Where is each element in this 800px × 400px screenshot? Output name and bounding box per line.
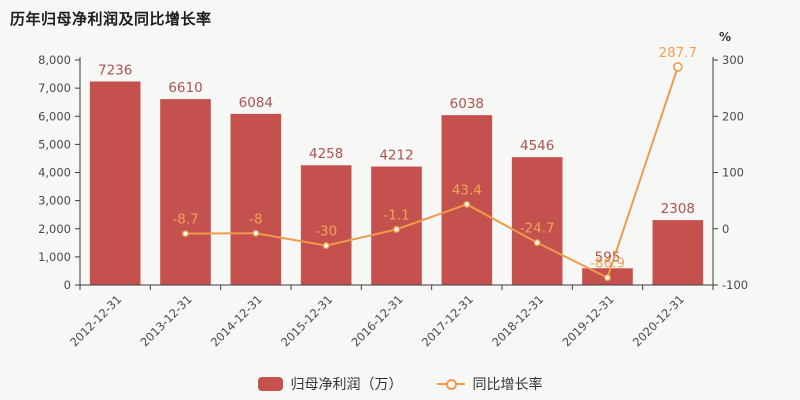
bar-2018-12-31[interactable]: [511, 157, 563, 285]
bar-2017-12-31[interactable]: [441, 115, 493, 286]
x-axis-category-label: 2018-12-31: [489, 292, 546, 349]
line-value-label: -30: [315, 224, 337, 240]
left-axis-tick-label: 5,000: [38, 137, 71, 151]
left-axis-tick-label: 8,000: [38, 53, 71, 67]
x-axis-category-label: 2014-12-31: [208, 292, 265, 349]
left-axis-tick-label: 2,000: [38, 222, 71, 236]
growth-line: [185, 66, 679, 280]
line-value-label: -24.7: [520, 221, 555, 237]
bar-value-label: 4258: [309, 146, 343, 162]
bar-2020-12-31[interactable]: [652, 220, 704, 285]
x-axis-category-label: 2016-12-31: [348, 292, 405, 349]
line-value-label: -8: [249, 211, 262, 227]
chart-title: 历年归母净利润及同比增长率: [10, 10, 212, 28]
bar-value-label: 4546: [520, 138, 554, 154]
line-point-2014-12-31[interactable]: [252, 229, 260, 237]
bar-value-label: 6610: [168, 80, 202, 96]
bar-2016-12-31[interactable]: [371, 166, 422, 285]
bar-value-label: 6038: [450, 96, 484, 112]
bar-2013-12-31[interactable]: [160, 99, 211, 285]
x-axis-category-label: 2017-12-31: [419, 292, 476, 349]
right-axis-tick-label: -100: [722, 278, 748, 292]
line-value-label: -86.9: [590, 256, 625, 272]
line-series-swatch-icon: [436, 378, 465, 390]
right-axis-unit-label: %: [719, 30, 731, 44]
bar-value-label: 4212: [379, 148, 413, 164]
left-axis-tick-label: 0: [64, 278, 71, 292]
bar-2015-12-31[interactable]: [300, 165, 352, 285]
bar-value-label: 6084: [239, 95, 273, 111]
left-axis-tick-label: 6,000: [38, 109, 71, 123]
x-axis-category-label: 2020-12-31: [630, 292, 687, 349]
line-value-label: 287.7: [659, 45, 698, 61]
line-point-2017-12-31[interactable]: [463, 200, 471, 208]
legend: 归母净利润（万） 同比增长率: [0, 374, 800, 394]
bar-value-label: 7236: [98, 62, 132, 78]
line-point-2015-12-31[interactable]: [322, 242, 330, 250]
left-axis-tick-label: 1,000: [38, 250, 71, 264]
line-point-2019-12-31[interactable]: [604, 274, 612, 282]
right-axis-tick-label: 300: [722, 53, 744, 67]
right-axis-tick-label: 200: [722, 109, 744, 123]
bar-value-label: 2308: [661, 201, 695, 217]
bar-2014-12-31[interactable]: [230, 113, 282, 285]
legend-label-yoy-growth: 同比增长率: [472, 377, 543, 393]
line-value-label: -8.7: [172, 212, 198, 228]
line-value-label: 43.4: [452, 182, 482, 198]
x-axis-category-label: 2019-12-31: [559, 292, 616, 349]
bar-series-swatch-icon: [257, 377, 283, 391]
left-axis-tick-label: 4,000: [38, 166, 71, 180]
left-axis-tick-label: 3,000: [38, 194, 71, 208]
right-axis-tick-label: 100: [722, 166, 744, 180]
x-axis-category-label: 2012-12-31: [67, 292, 124, 349]
legend-item-yoy-growth[interactable]: 同比增长率: [436, 374, 543, 394]
line-value-label: -1.1: [383, 207, 409, 223]
line-point-2016-12-31[interactable]: [393, 225, 401, 233]
legend-item-net-profit[interactable]: 归母净利润（万）: [257, 374, 403, 394]
left-axis-tick-label: 7,000: [38, 81, 71, 95]
line-point-2013-12-31[interactable]: [181, 230, 189, 238]
line-point-2018-12-31[interactable]: [533, 239, 541, 247]
bar-2012-12-31[interactable]: [89, 81, 141, 285]
legend-label-net-profit: 归母净利润（万）: [290, 377, 403, 393]
right-axis-tick-label: 0: [722, 222, 729, 236]
line-point-2020-12-31[interactable]: [673, 62, 683, 72]
x-axis-category-label: 2013-12-31: [137, 292, 194, 349]
x-axis-category-label: 2015-12-31: [278, 292, 335, 349]
